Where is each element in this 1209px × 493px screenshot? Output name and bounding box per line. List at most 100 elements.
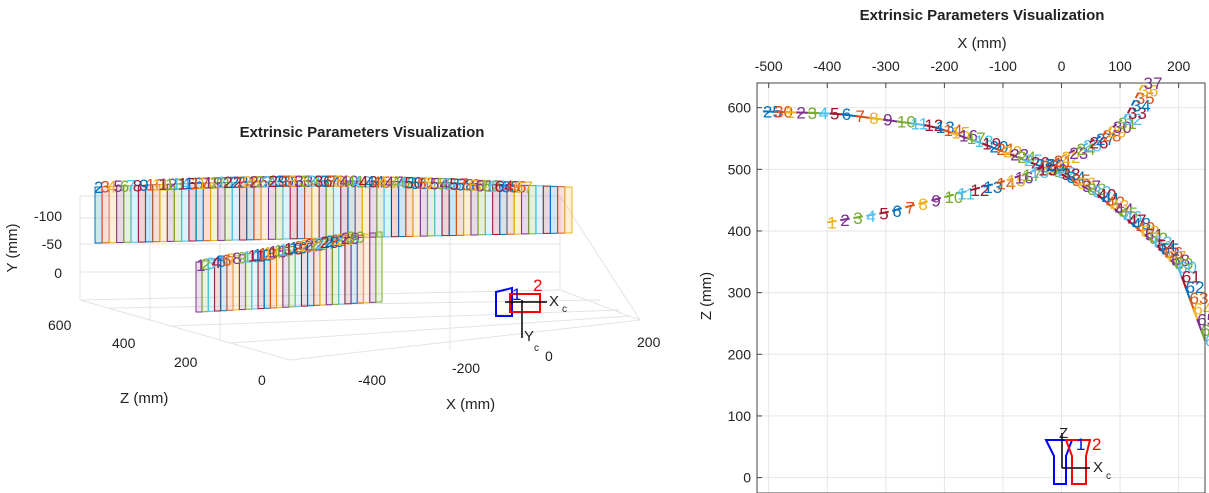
upper-board-label: 31 <box>281 172 300 191</box>
trajectory-b-board <box>1095 135 1102 140</box>
trajectory-b-label: 19 <box>1038 160 1057 179</box>
right-ticks: -500 -400 -300 -200 -100 0 100 200 0 100 200 300 400… <box>728 58 1191 486</box>
upper-board-label: 16 <box>185 174 204 193</box>
trajectory-a-label: 9 <box>883 111 892 130</box>
trajectory-b-board <box>1045 161 1052 167</box>
upper-board-label: 55 <box>437 175 456 194</box>
upper-board-label: 11 <box>152 176 170 195</box>
trajectory-a-label: 12 <box>924 116 943 135</box>
trajectory-b-board <box>1053 157 1060 162</box>
upper-board-label: 35 <box>307 172 326 191</box>
left-z-tick: 0 <box>258 372 266 388</box>
lower-board-label: 17 <box>279 241 298 260</box>
upper-board-label: 51 <box>411 174 430 193</box>
lower-board-label: 16 <box>274 242 293 261</box>
lower-board-label: 25 <box>320 233 339 252</box>
right-x-tick-label: -300 <box>872 58 900 74</box>
trajectory-b-board <box>983 183 994 188</box>
trajectory-b-board <box>918 200 928 205</box>
left-x-tick: -400 <box>358 372 386 388</box>
left-z-tick: 200 <box>174 354 198 370</box>
upper-board-label: 15 <box>178 175 197 194</box>
lower-board-label: 2 <box>201 255 210 274</box>
upper-board-label: 2 <box>94 178 103 197</box>
trajectory-a-label: 34 <box>1067 168 1086 187</box>
trajectory-a-label: 3 <box>808 104 817 123</box>
right-y-tick-label: 0 <box>743 470 751 486</box>
trajectory-a-label: 36 <box>1077 174 1096 193</box>
trajectory-b-board <box>1061 153 1068 158</box>
upper-board <box>564 186 573 234</box>
upper-board-label: 27 <box>256 172 275 191</box>
upper-board-label: 9 <box>139 176 148 195</box>
trajectory-b-board <box>996 180 1005 185</box>
lower-board-label: 3 <box>206 254 215 273</box>
trajectory-b-board <box>1082 142 1089 147</box>
left-x-axis: -400 -200 0 200 X (mm) <box>358 334 661 413</box>
trajectory-a-label: 8 <box>869 109 878 128</box>
trajectory-b-board <box>1029 169 1037 174</box>
trajectory-b-board <box>1006 177 1013 182</box>
upper-board-label: 48 <box>391 173 410 192</box>
upper-board-label: 21 <box>217 173 236 192</box>
upper-board-label: 37 <box>320 172 339 191</box>
trajectory-b-board <box>1112 123 1118 128</box>
trajectory-b-board <box>1037 165 1045 171</box>
upper-board-label: 22 <box>223 173 242 192</box>
upper-board-label: 52 <box>417 174 436 193</box>
lower-board-label: 4 <box>212 253 221 272</box>
trajectory-b-board <box>892 207 902 212</box>
trajectory-b-label: 25 <box>1083 137 1102 156</box>
upper-board-label: 23 <box>230 173 249 192</box>
trajectory-b-label: 33 <box>1128 104 1147 123</box>
left-z-axis: 600 400 200 0 Z (mm) <box>48 317 266 407</box>
right-x-axis-label: X (mm) <box>957 35 1006 52</box>
upper-board-label: 64 <box>495 177 514 196</box>
lower-board-label: 18 <box>284 240 303 259</box>
trajectory-b-label: 16 <box>1015 169 1034 188</box>
lower-board-label: 15 <box>268 243 287 262</box>
trajectory-a-label: 39 <box>1093 183 1112 202</box>
trajectory-a-label: 11 <box>911 114 929 133</box>
right-x-tick-label: -400 <box>813 58 841 74</box>
trajectory-a-label: 65 <box>1197 310 1209 329</box>
trajectory-b-label: 35 <box>1136 89 1155 108</box>
trajectory-b-label: 31 <box>1118 114 1137 133</box>
left-camera-x-label: X <box>549 293 559 310</box>
trajectory-b-board <box>1138 84 1144 91</box>
right-camera-x-label: X <box>1093 459 1103 476</box>
trajectory-b-board <box>1127 107 1132 114</box>
upper-board-label: 17 <box>191 174 210 193</box>
right-y-tick-label: 200 <box>728 346 752 362</box>
trajectory-a-label: 44 <box>1115 200 1134 219</box>
upper-board-label: 3 <box>101 178 110 197</box>
upper-board-label: 5 <box>113 177 122 196</box>
upper-board-label: 47 <box>385 173 404 192</box>
trajectory-b-board <box>1122 114 1128 120</box>
trajectory-b-board <box>1117 119 1123 124</box>
trajectory-b-label: 20 <box>1046 156 1065 175</box>
upper-board-label: 26 <box>249 173 268 192</box>
trajectory-b-label: 3 <box>853 209 862 228</box>
trajectory-b-label: 24 <box>1077 140 1096 159</box>
upper-board-label: 33 <box>294 172 313 191</box>
trajectory-a-board <box>1200 329 1206 342</box>
upper-board-label: 10 <box>146 176 165 195</box>
trajectory-a-label: 62 <box>1186 278 1205 297</box>
trajectory-a-label: 35 <box>1072 171 1091 190</box>
right-camera-x-sub: c <box>1106 471 1111 482</box>
upper-board-label: 65 <box>501 177 520 196</box>
trajectory-b-board <box>931 197 942 202</box>
lower-board-label: 14 <box>263 243 282 262</box>
left-y-tick: 0 <box>54 265 62 281</box>
right-plot-frame <box>756 82 1206 493</box>
trajectory-b-label: 15 <box>1007 171 1026 190</box>
trajectory-a-label: 25 <box>763 102 782 121</box>
upper-board-label: 28 <box>262 172 281 191</box>
trajectory-b-board <box>1022 171 1029 176</box>
upper-board-label: 60 <box>469 176 488 195</box>
trajectory-b-board <box>957 190 968 195</box>
upper-board-label: 53 <box>424 174 443 193</box>
trajectory-b-board <box>840 217 850 222</box>
